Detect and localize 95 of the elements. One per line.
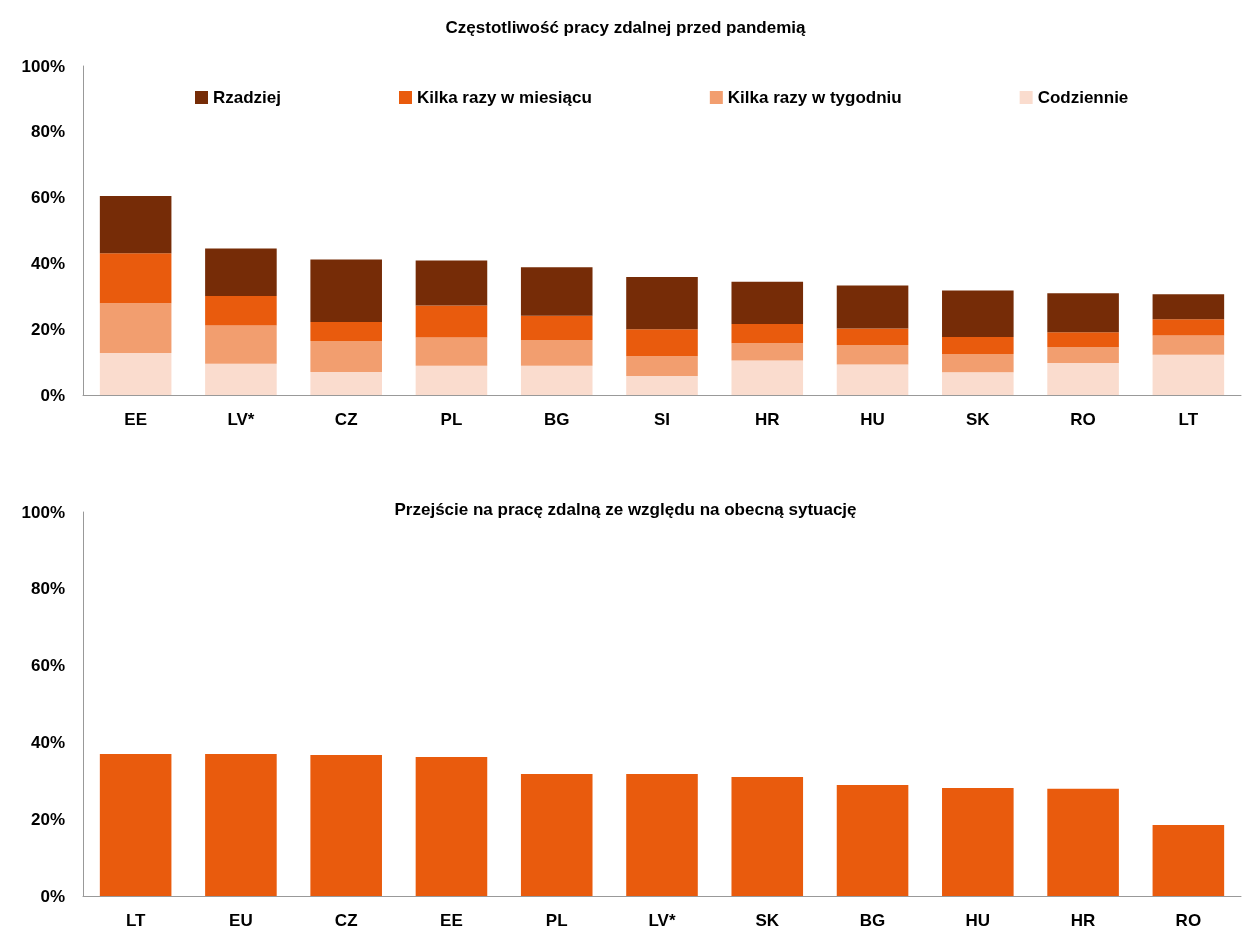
legend-label: Rzadziej xyxy=(213,88,282,107)
bar xyxy=(1152,335,1225,355)
bar xyxy=(731,343,804,361)
bar xyxy=(836,328,909,345)
bar xyxy=(626,276,698,330)
x-tick-label: HU xyxy=(965,911,991,930)
x-tick-label: HR xyxy=(1070,911,1096,930)
bar xyxy=(415,260,488,306)
bar xyxy=(520,340,593,366)
y-tick-label: 80% xyxy=(30,122,65,142)
bar xyxy=(731,281,804,324)
bar xyxy=(626,356,698,376)
bar xyxy=(836,285,909,329)
y-tick-label: 60% xyxy=(30,656,65,676)
y-tick-label: 60% xyxy=(30,188,65,208)
bar xyxy=(310,371,382,395)
bar xyxy=(626,375,698,395)
bar xyxy=(205,753,277,896)
x-tick-label: PL xyxy=(545,911,568,930)
bar xyxy=(99,253,172,304)
bar xyxy=(942,788,1014,896)
x-tick-label: EU xyxy=(229,911,253,930)
bar xyxy=(205,363,277,395)
x-tick-label: RO xyxy=(1070,410,1096,429)
bar xyxy=(99,195,172,254)
x-tick-label: CZ xyxy=(334,410,358,429)
x-tick-label: LV* xyxy=(227,410,255,429)
bar xyxy=(99,303,172,353)
bar xyxy=(942,372,1014,395)
x-tick-label: LT xyxy=(125,911,146,930)
bar xyxy=(310,755,382,896)
legend-label: Kilka razy w miesiącu xyxy=(417,88,592,107)
bar xyxy=(99,352,172,395)
y-tick-label: 20% xyxy=(30,319,65,339)
y-tick-label: 0% xyxy=(40,385,65,405)
x-tick-label: SI xyxy=(653,410,671,429)
x-tick-label: HR xyxy=(754,410,780,429)
x-tick-label: PL xyxy=(440,410,463,429)
bar xyxy=(205,248,277,296)
bar xyxy=(1047,346,1119,364)
x-tick-label: LT xyxy=(1178,410,1199,429)
bar xyxy=(415,337,488,366)
x-tick-label: EE xyxy=(124,410,147,429)
bar xyxy=(520,365,593,395)
bar xyxy=(310,321,382,342)
bar xyxy=(836,344,909,365)
x-tick-label: SK xyxy=(966,410,991,429)
bar xyxy=(626,329,698,357)
bar xyxy=(520,267,593,316)
bar xyxy=(731,776,804,896)
x-tick-label: SK xyxy=(755,911,780,930)
bar xyxy=(520,773,593,896)
bar xyxy=(520,315,593,341)
bar xyxy=(836,785,909,896)
legend-label: Codziennie xyxy=(1037,88,1129,107)
bar xyxy=(205,295,277,326)
bar xyxy=(1152,294,1225,320)
x-tick-label: LV* xyxy=(648,911,676,930)
y-tick-label: 100% xyxy=(21,502,65,522)
x-tick-label: CZ xyxy=(334,911,358,930)
bar xyxy=(205,325,277,364)
bar xyxy=(1152,824,1225,896)
x-tick-label: RO xyxy=(1175,911,1202,930)
bar xyxy=(942,337,1014,354)
chart-title: Częstotliwość pracy zdalnej przed pandemią xyxy=(445,18,807,37)
bar xyxy=(626,773,698,896)
bar xyxy=(415,365,488,395)
y-tick-label: 0% xyxy=(40,886,65,906)
x-tick-label: BG xyxy=(543,410,570,429)
y-tick-label: 40% xyxy=(30,732,65,752)
bar xyxy=(731,360,804,395)
bar xyxy=(942,290,1014,338)
y-tick-label: 100% xyxy=(21,56,65,76)
chart-title: Przejście na pracę zdalną ze względu na obecną sytuację xyxy=(394,500,857,519)
y-tick-label: 20% xyxy=(30,809,65,829)
legend-label: Kilka razy w tygodniu xyxy=(727,88,902,107)
bar xyxy=(1047,293,1119,333)
bar xyxy=(415,756,488,896)
bar xyxy=(415,305,488,338)
bar xyxy=(942,353,1014,373)
y-tick-label: 80% xyxy=(30,579,65,599)
bar xyxy=(310,259,382,322)
bar xyxy=(1152,319,1225,336)
x-tick-label: BG xyxy=(859,911,886,930)
bar xyxy=(731,323,804,344)
bar xyxy=(1047,788,1119,896)
y-tick-label: 40% xyxy=(30,253,65,273)
bar xyxy=(99,753,172,896)
bar xyxy=(1152,354,1225,395)
x-tick-label: HU xyxy=(860,410,885,429)
x-tick-label: EE xyxy=(440,911,463,930)
bar xyxy=(310,341,382,372)
bar xyxy=(836,364,909,395)
bar xyxy=(1047,363,1119,395)
bar xyxy=(1047,332,1119,347)
